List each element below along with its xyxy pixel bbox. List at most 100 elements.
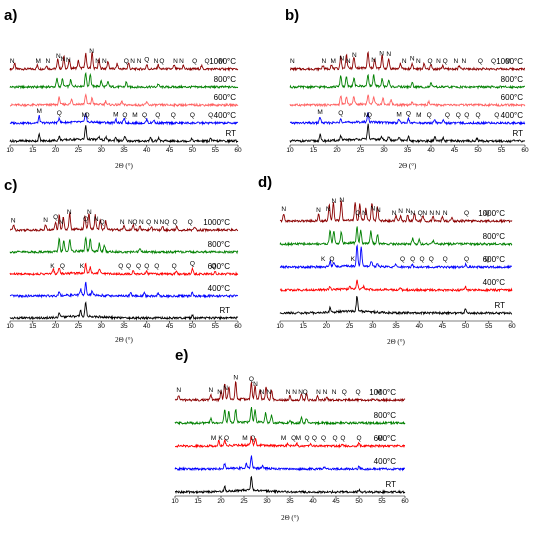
peak-marker: N — [286, 389, 291, 396]
x-tick-label: 10 — [171, 498, 179, 505]
peak-marker: N — [435, 210, 440, 217]
peak-marker: Q — [491, 58, 496, 65]
peak-marker: N — [292, 389, 297, 396]
x-tick-label: 25 — [75, 323, 83, 330]
peak-marker: N — [326, 206, 331, 213]
series-label: 800°C — [214, 75, 237, 84]
peak-marker: Q — [429, 256, 434, 263]
series-trace — [9, 93, 239, 108]
peak-marker: N — [371, 57, 376, 64]
peak-marker: N — [346, 58, 351, 65]
peak-marker: N — [321, 58, 326, 65]
peak-marker: N — [379, 50, 384, 57]
x-tick-label: 20 — [333, 147, 341, 154]
peak-marker: Q — [478, 58, 483, 65]
peak-marker: Q — [172, 263, 177, 270]
peak-marker: N — [102, 58, 107, 65]
panel-label: e) — [175, 347, 188, 364]
x-tick-label: 40 — [143, 323, 151, 330]
series-trace — [9, 51, 239, 72]
peak-marker: Q — [456, 112, 461, 119]
series-trace — [289, 94, 526, 108]
panel-label: a) — [4, 7, 17, 24]
peak-marker: Q — [400, 256, 405, 263]
series-trace — [174, 406, 406, 426]
series-trace — [9, 212, 239, 233]
peak-marker: Q — [304, 435, 309, 442]
peak-marker: Q — [60, 263, 65, 270]
peak-marker: Q — [475, 112, 480, 119]
peak-marker: Q — [427, 112, 432, 119]
peak-marker: N — [137, 58, 142, 65]
x-tick-label: 20 — [52, 147, 60, 154]
peak-marker: M — [242, 435, 247, 442]
peak-marker: Q — [418, 210, 423, 217]
series-label: 600°C — [483, 255, 506, 264]
peak-marker: N — [43, 217, 48, 224]
x-tick-label: 50 — [189, 147, 197, 154]
x-tick-label: 50 — [355, 498, 363, 505]
peak-marker: N — [410, 210, 415, 217]
peak-marker: N — [362, 210, 367, 217]
peak-marker: N — [59, 219, 64, 226]
x-tick-label: 40 — [416, 323, 424, 330]
peak-marker: Q — [85, 112, 90, 119]
panel-label: b) — [285, 7, 299, 24]
peak-marker: K — [218, 435, 223, 442]
peak-marker: M — [132, 112, 137, 119]
peak-marker: Q — [419, 256, 424, 263]
series-label: 1000°C — [209, 57, 236, 66]
peak-marker: N — [323, 389, 328, 396]
x-tick-label: 20 — [217, 498, 225, 505]
peak-marker: N — [120, 219, 125, 226]
peak-marker: Q — [250, 435, 255, 442]
peak-marker: N — [298, 389, 303, 396]
peak-marker: N — [410, 55, 415, 62]
peak-marker: N — [233, 375, 238, 382]
peak-marker: Q — [173, 219, 178, 226]
peak-marker: N — [281, 206, 286, 213]
x-tick-label: 20 — [323, 323, 331, 330]
series-trace — [289, 73, 526, 90]
peak-marker: N — [352, 52, 357, 59]
peak-marker: N — [209, 387, 214, 394]
peak-marker: Q — [406, 111, 411, 118]
peak-marker: K — [351, 256, 356, 263]
series-trace — [174, 475, 406, 495]
peak-marker: N — [179, 58, 184, 65]
peak-marker: M — [219, 58, 224, 65]
series-label: 800°C — [208, 240, 231, 249]
peak-marker: M — [377, 435, 382, 442]
peak-marker: N — [253, 381, 258, 388]
series-label: RT — [512, 129, 523, 138]
peak-marker: N — [266, 389, 271, 396]
x-tick-label: 15 — [310, 147, 318, 154]
x-tick-label: 25 — [346, 323, 354, 330]
peak-marker: N — [436, 58, 441, 65]
x-tick-label: 60 — [234, 323, 242, 330]
peak-marker: Q — [464, 256, 469, 263]
series-trace — [9, 71, 239, 90]
peak-marker: Q — [146, 219, 151, 226]
peak-marker: Q — [136, 263, 141, 270]
x-axis-label: 2Θ (°) — [115, 336, 133, 344]
peak-marker: Q — [190, 112, 195, 119]
peak-marker: N — [422, 210, 427, 217]
x-tick-label: 45 — [451, 147, 459, 154]
peak-marker: N — [376, 207, 381, 214]
x-tick-label: 25 — [75, 147, 83, 154]
x-tick-label: 45 — [439, 323, 447, 330]
x-axis-label: 2Θ (°) — [399, 162, 417, 170]
x-tick-label: 30 — [380, 147, 388, 154]
peak-marker: M — [281, 435, 286, 442]
peak-marker: Q — [494, 112, 499, 119]
x-tick-label: 25 — [357, 147, 365, 154]
peak-marker: K — [80, 263, 85, 270]
series-trace — [9, 236, 239, 255]
peak-marker: Q — [132, 219, 137, 226]
peak-marker: N — [223, 385, 228, 392]
peak-marker: Q — [154, 263, 159, 270]
